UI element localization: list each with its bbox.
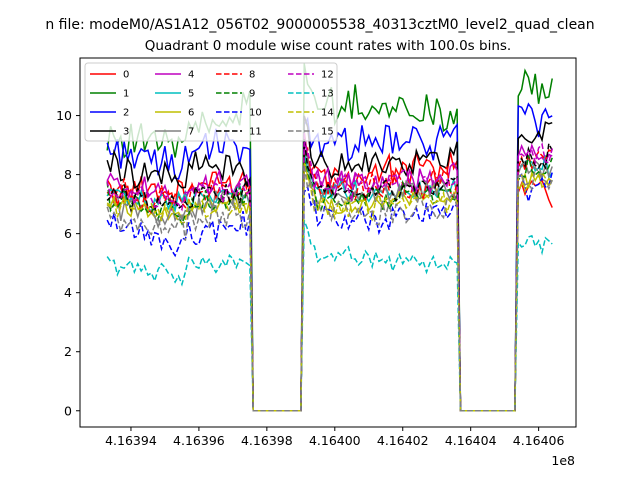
legend-label-10: 10 — [249, 108, 262, 119]
legend-label-0: 0 — [123, 70, 129, 81]
legend-label-9: 9 — [249, 89, 255, 100]
y-tick-label: 8 — [64, 167, 72, 182]
series-layer — [106, 63, 553, 412]
chart-title: Quadrant 0 module wise count rates with … — [145, 38, 511, 54]
legend-label-7: 7 — [188, 127, 194, 138]
x-offset-label: 1e8 — [551, 453, 575, 468]
x-tick-label: 4.16404 — [445, 433, 497, 448]
chart-suptitle: n file: modeM0/AS1A12_056T02_9000005538_… — [45, 17, 594, 33]
y-tick-label: 6 — [64, 226, 72, 241]
legend-label-8: 8 — [249, 70, 255, 81]
legend-label-14: 14 — [321, 108, 334, 119]
x-axis: 4.16394 4.16396 4.16398 4.16400 4.16402 4.164… — [105, 427, 565, 448]
y-tick-label: 2 — [64, 344, 72, 359]
x-tick-label: 4.16396 — [173, 433, 225, 448]
legend-label-4: 4 — [188, 70, 194, 81]
legend-label-2: 2 — [123, 108, 129, 119]
legend-label-11: 11 — [249, 127, 262, 138]
legend-label-6: 6 — [188, 108, 194, 119]
y-tick-label: 4 — [64, 285, 72, 300]
y-axis: 0 2 4 6 8 10 — [56, 108, 80, 418]
legend-label-12: 12 — [321, 70, 334, 81]
x-tick-label: 4.16400 — [309, 433, 361, 448]
series-line-15 — [106, 164, 553, 412]
x-tick-label: 4.16406 — [513, 433, 565, 448]
x-tick-label: 4.16394 — [105, 433, 157, 448]
series-line-13 — [106, 220, 553, 412]
y-tick-label: 10 — [56, 108, 72, 123]
legend-label-5: 5 — [188, 89, 194, 100]
series-line-5 — [106, 151, 553, 412]
legend-label-3: 3 — [123, 127, 129, 138]
x-tick-label: 4.16398 — [241, 433, 293, 448]
legend-label-1: 1 — [123, 89, 129, 100]
y-tick-label: 0 — [64, 403, 72, 418]
x-tick-label: 4.16402 — [377, 433, 429, 448]
legend-label-13: 13 — [321, 89, 334, 100]
legend-label-15: 15 — [321, 127, 334, 138]
legend-box — [84, 62, 338, 142]
plot-frame — [79, 57, 577, 428]
series-line-3 — [106, 115, 553, 412]
